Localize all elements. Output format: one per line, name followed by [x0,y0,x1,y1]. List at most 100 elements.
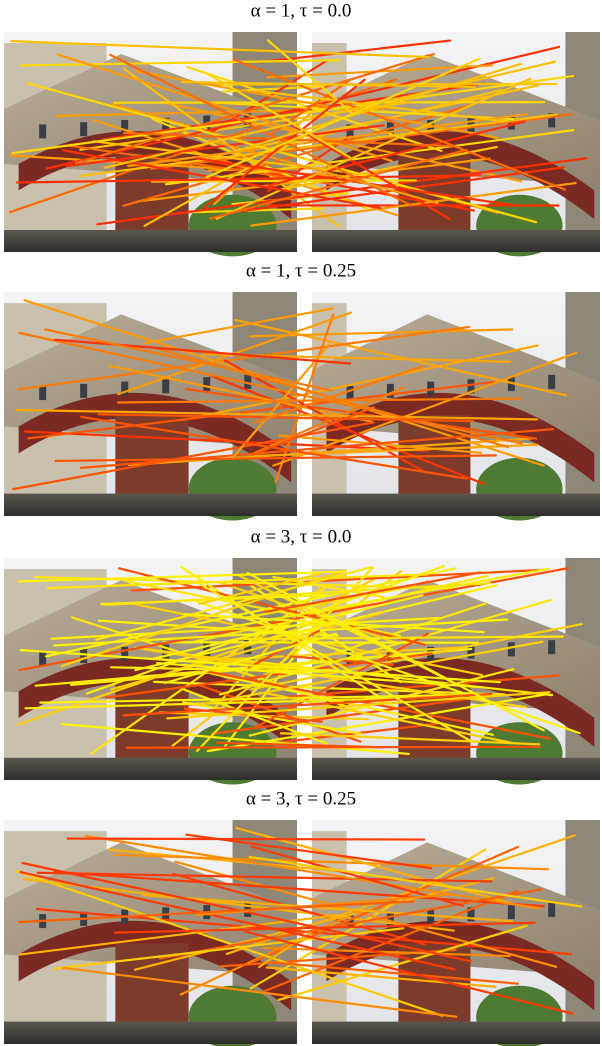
match-line [156,661,480,689]
match-line [205,57,481,179]
match-line [174,860,558,968]
street [312,1021,600,1044]
match-line [17,900,415,924]
window [548,113,556,128]
match-line [262,946,511,958]
match-line [54,454,497,463]
match-line [187,207,325,214]
match-line [204,71,351,159]
match-line [272,961,520,985]
match-line [253,89,505,123]
window [346,124,354,139]
match-line [61,149,382,210]
match-line [26,81,538,224]
match-line [39,693,504,704]
match-line [108,364,374,423]
match-line [266,39,355,116]
match-line [264,889,519,992]
window [507,377,515,392]
match-line [50,616,440,640]
window [203,642,211,657]
panel-title: α = 3, τ = 0.25 [246,788,356,809]
match-line [195,157,516,207]
match-line [143,307,334,345]
match-line [249,848,487,990]
window [548,374,556,389]
match-line [60,723,410,756]
match-line [113,853,550,871]
window [346,914,354,929]
match-line [117,567,427,646]
match-line [127,437,533,467]
match-line [242,635,564,641]
match-line [253,365,425,424]
match-line [250,181,577,227]
match-line [244,587,402,619]
match-line [248,855,583,908]
window [427,909,435,924]
match-line [182,344,539,421]
window [121,381,129,396]
match-line [194,599,581,735]
match-line [21,861,472,963]
match-line [79,428,555,469]
match-line [272,351,578,467]
match-line [103,60,556,169]
match-line [225,834,577,956]
match-line [17,325,471,391]
match-line [62,966,458,1018]
match-line [208,139,439,205]
match-line [19,649,501,684]
match-line [109,666,324,673]
match-line [122,692,493,717]
match-line [133,877,495,971]
match-line [66,837,426,841]
match-line [17,570,347,583]
arch [18,920,292,1011]
match-line [12,421,375,491]
window [39,124,47,139]
window [467,644,475,659]
match-line [260,721,444,746]
street [312,757,600,780]
match-line [163,632,338,685]
window [80,122,88,137]
match-line [107,848,366,875]
window [386,383,394,398]
match-line [96,157,588,226]
match-line [235,826,517,906]
match-line [18,914,338,956]
window [80,649,88,664]
match-line [104,582,492,607]
match-line [125,745,541,749]
match-line [27,380,494,440]
match-line [65,124,385,168]
window [548,640,556,655]
window [244,374,252,389]
match-line [19,59,341,67]
street [4,230,297,252]
window [507,905,515,920]
street [4,757,297,780]
match-line [80,415,469,480]
match-line [44,328,334,392]
match-line [232,58,567,191]
match-line [236,62,522,152]
match-line [263,571,482,614]
panel: α = 1, τ = 0.25 [4,260,600,521]
match-line [36,871,493,883]
match-line [208,59,328,135]
match-line [185,833,433,870]
match-line [122,131,453,148]
match-line [15,174,482,184]
match-line [56,53,393,163]
match-line [234,318,568,397]
match-line [277,924,528,1002]
match-line [158,888,543,960]
match-line [252,845,520,963]
match-line [215,77,532,220]
match-line [194,580,472,742]
match-line [208,672,495,736]
window [39,651,47,666]
